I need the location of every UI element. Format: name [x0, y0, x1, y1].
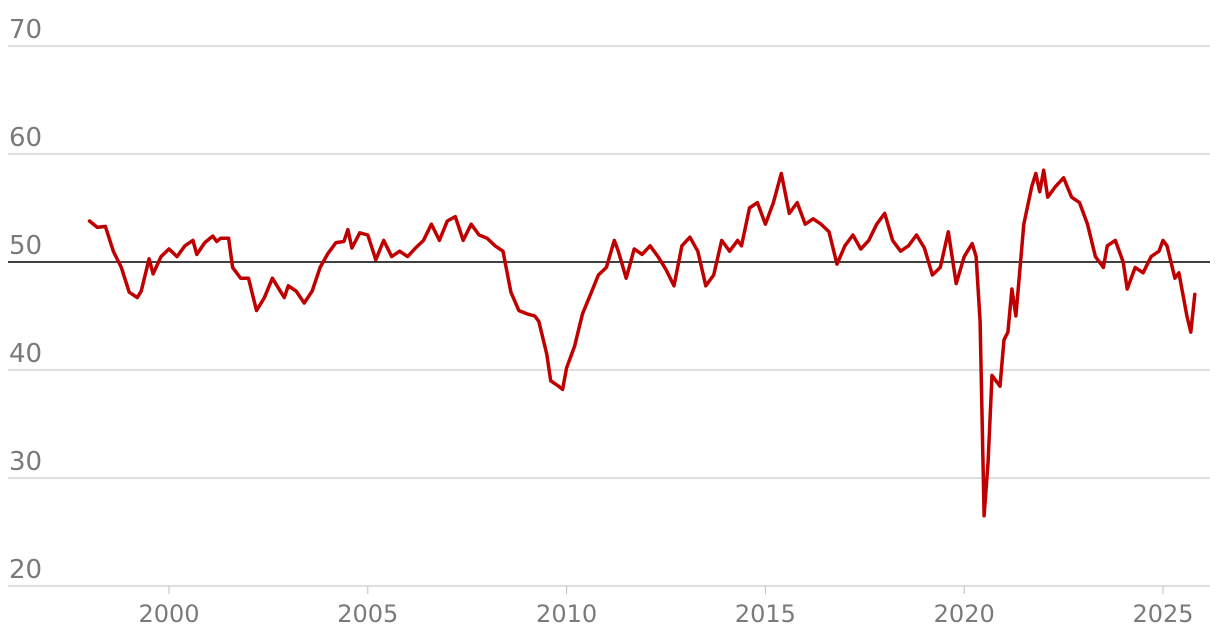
series-line	[87, 168, 1197, 518]
x-axis-tick-labels: 2000 2005 2010 2015 2020 2025	[138, 586, 1194, 628]
y-axis-tick-labels: 70 60 50 40 30 20	[9, 15, 42, 585]
y-tick-label: 20	[9, 555, 42, 585]
y-tick-label: 50	[9, 231, 42, 261]
x-tick-label: 2020	[934, 600, 995, 628]
x-tick-label: 2015	[735, 600, 796, 628]
x-tick-label: 2025	[1132, 600, 1193, 628]
y-tick-label: 40	[9, 339, 42, 369]
y-tick-label: 30	[9, 447, 42, 477]
x-tick-label: 2005	[337, 600, 398, 628]
y-tick-label: 70	[9, 15, 42, 45]
x-tick-label: 2010	[536, 600, 597, 628]
y-tick-label: 60	[9, 123, 42, 153]
x-tick-label: 2000	[138, 600, 199, 628]
